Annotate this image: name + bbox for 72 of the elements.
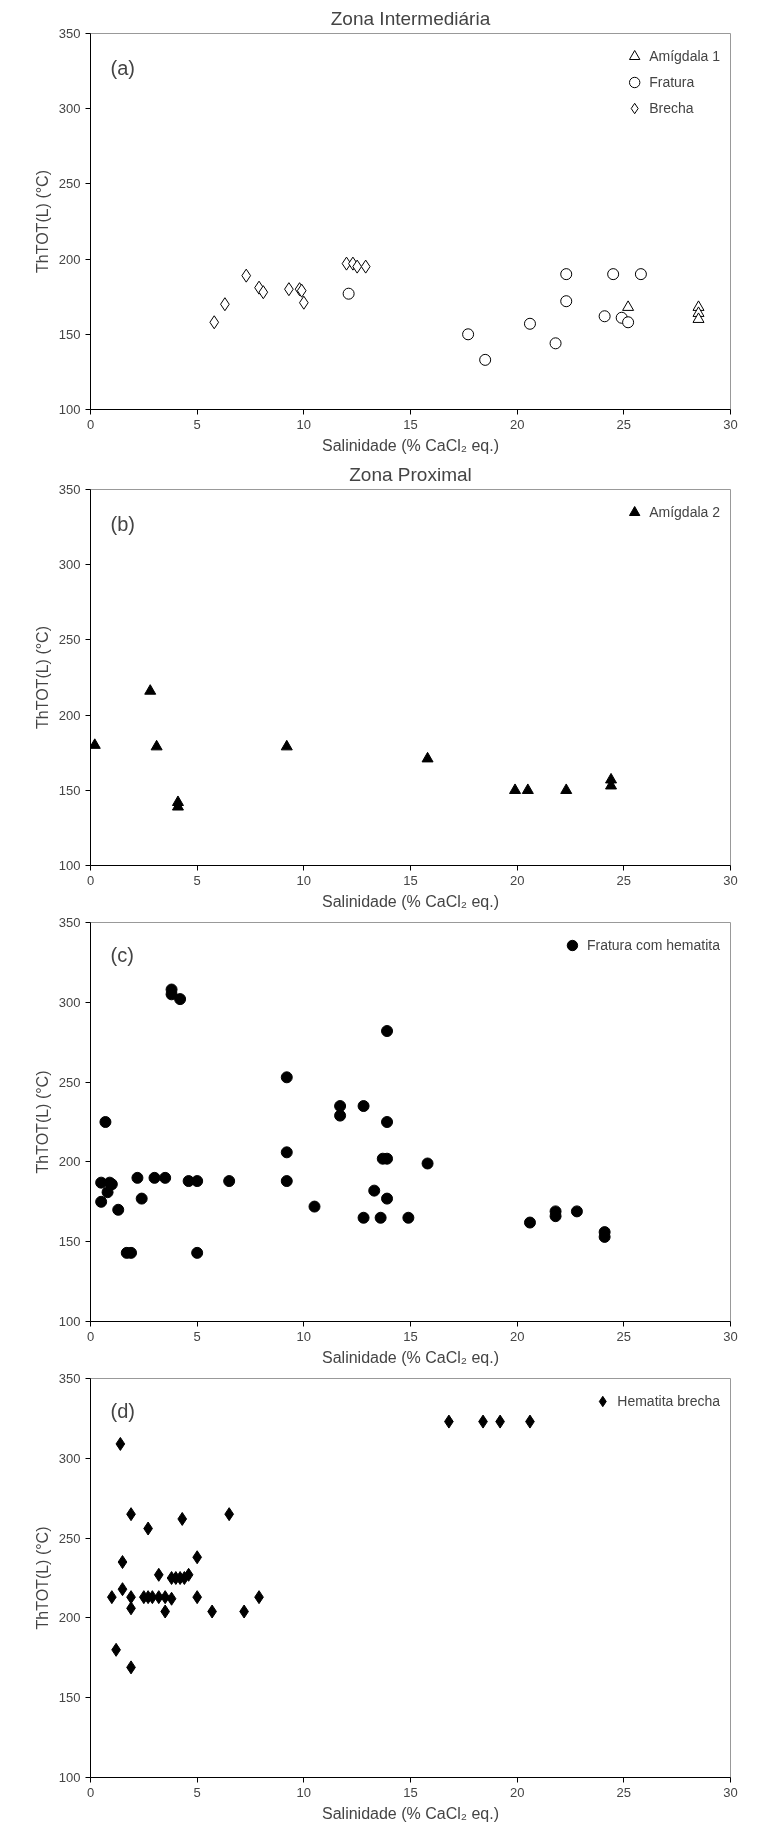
legend-label: Fratura [649, 74, 695, 90]
x-axis-title: Salinidade (% CaCl₂ eq.) [322, 892, 499, 910]
x-tick-label: 10 [296, 872, 312, 888]
x-tick-label: 5 [193, 872, 201, 888]
y-tick-label: 250 [58, 176, 81, 192]
legend-label: Hematita brecha [617, 1393, 720, 1409]
chart-title: Zona Proximal [349, 463, 472, 485]
y-tick-label: 150 [58, 1234, 81, 1250]
annotation: (c) [110, 943, 134, 966]
x-tick-label: 0 [86, 1784, 95, 1800]
x-tick-label: 30 [723, 416, 738, 432]
y-tick-label: 300 [58, 557, 81, 573]
x-tick-label: 30 [723, 1328, 738, 1344]
x-tick-label: 20 [509, 416, 525, 432]
x-tick-label: 25 [616, 1784, 632, 1800]
y-tick-label: 200 [58, 1610, 81, 1626]
x-tick-label: 5 [193, 1784, 201, 1800]
y-tick-label: 200 [58, 1154, 81, 1170]
x-tick-label: 10 [296, 1784, 312, 1800]
y-tick-label: 100 [58, 402, 81, 417]
y-tick-label: 350 [58, 1371, 81, 1386]
x-tick-label: 5 [193, 416, 201, 432]
x-tick-label: 0 [86, 416, 95, 432]
legend-label: Brecha [649, 100, 694, 116]
y-tick-label: 300 [58, 994, 81, 1010]
annotation: (b) [110, 512, 135, 535]
y-tick-label: 100 [58, 1314, 81, 1329]
y-tick-label: 150 [58, 1690, 81, 1706]
x-tick-label: 15 [403, 1328, 418, 1344]
x-tick-label: 5 [193, 1328, 201, 1344]
y-axis-title: ThTOT(L) (°C) [33, 626, 51, 729]
y-tick-label: 300 [58, 101, 81, 117]
y-tick-label: 250 [58, 1530, 81, 1546]
y-tick-label: 150 [58, 326, 81, 342]
annotation: (d) [110, 1399, 135, 1422]
y-tick-label: 350 [58, 482, 81, 497]
x-axis-title: Salinidade (% CaCl₂ eq.) [322, 1348, 499, 1366]
y-tick-label: 200 [58, 251, 81, 267]
y-axis-title: ThTOT(L) (°C) [33, 1526, 51, 1630]
x-tick-label: 20 [509, 1328, 525, 1344]
y-tick-label: 200 [58, 707, 81, 723]
legend-label: Amígdala 2 [649, 504, 720, 520]
x-axis-title: Salinidade (% CaCl₂ eq.) [322, 436, 499, 454]
x-tick-label: 20 [509, 872, 525, 888]
y-tick-label: 250 [58, 1074, 81, 1090]
x-tick-label: 25 [616, 416, 632, 432]
annotation: (a) [110, 56, 135, 79]
x-tick-label: 15 [403, 1784, 418, 1800]
x-tick-label: 20 [509, 1784, 525, 1800]
x-tick-label: 0 [86, 1328, 95, 1344]
chart-title: Zona Intermediária [330, 7, 491, 29]
y-tick-label: 300 [58, 1450, 81, 1466]
y-tick-label: 350 [58, 26, 81, 41]
legend-label: Fratura com hematita [586, 937, 720, 953]
x-tick-label: 15 [403, 416, 418, 432]
x-tick-label: 25 [616, 1328, 632, 1344]
x-tick-label: 15 [403, 872, 418, 888]
y-tick-label: 150 [58, 782, 81, 798]
x-tick-label: 10 [296, 1328, 312, 1344]
y-tick-label: 100 [58, 1770, 81, 1785]
y-axis-title: ThTOT(L) (°C) [33, 1070, 51, 1174]
y-tick-label: 350 [58, 915, 81, 930]
y-tick-label: 250 [58, 632, 81, 648]
x-tick-label: 25 [616, 872, 632, 888]
x-tick-label: 30 [723, 1784, 738, 1800]
x-tick-label: 30 [723, 872, 738, 888]
y-axis-title: ThTOT(L) (°C) [33, 170, 51, 273]
x-tick-label: 10 [296, 416, 312, 432]
legend-label: Amígdala 1 [649, 48, 720, 64]
x-axis-title: Salinidade (% CaCl₂ eq.) [322, 1804, 499, 1822]
y-tick-label: 100 [58, 858, 81, 873]
x-tick-label: 0 [86, 872, 95, 888]
